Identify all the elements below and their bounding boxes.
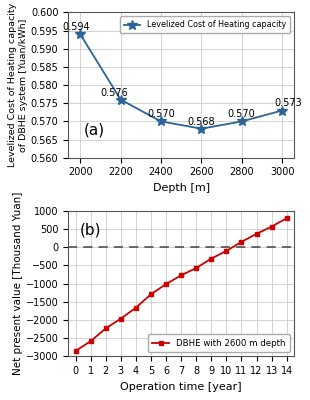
Text: 0.573: 0.573 — [274, 98, 302, 108]
Text: 0.568: 0.568 — [188, 116, 215, 126]
Line: Levelized Cost of Heating capacity: Levelized Cost of Heating capacity — [75, 29, 287, 134]
DBHE with 2600 m depth — [270, 224, 273, 229]
Legend: DBHE with 2600 m depth: DBHE with 2600 m depth — [148, 334, 290, 352]
DBHE with 2600 m depth — [119, 316, 123, 321]
Line: DBHE with 2600 m depth: DBHE with 2600 m depth — [73, 216, 289, 353]
DBHE with 2600 m depth — [210, 256, 213, 261]
Levelized Cost of Heating capacity — [159, 119, 163, 124]
Y-axis label: Levelized Cost of Heating capacity
of DBHE system [Yuan/kWh]: Levelized Cost of Heating capacity of DB… — [8, 3, 28, 167]
DBHE with 2600 m depth — [179, 273, 183, 278]
Text: 0.594: 0.594 — [62, 22, 90, 32]
DBHE with 2600 m depth — [104, 326, 108, 331]
DBHE with 2600 m depth — [194, 266, 198, 270]
DBHE with 2600 m depth — [134, 305, 138, 310]
Levelized Cost of Heating capacity — [200, 126, 203, 131]
Levelized Cost of Heating capacity — [280, 108, 284, 113]
DBHE with 2600 m depth — [255, 232, 259, 236]
DBHE with 2600 m depth — [89, 339, 93, 344]
Text: (b): (b) — [79, 222, 101, 238]
Text: (a): (a) — [84, 122, 105, 138]
Y-axis label: Net present value [Thousand Yuan]: Net present value [Thousand Yuan] — [13, 192, 23, 375]
DBHE with 2600 m depth — [224, 248, 228, 253]
DBHE with 2600 m depth — [164, 282, 168, 286]
DBHE with 2600 m depth — [149, 292, 153, 297]
Levelized Cost of Heating capacity — [119, 97, 122, 102]
Legend: Levelized Cost of Heating capacity: Levelized Cost of Heating capacity — [120, 16, 290, 34]
X-axis label: Operation time [year]: Operation time [year] — [120, 382, 242, 392]
DBHE with 2600 m depth — [240, 240, 243, 244]
Text: 0.570: 0.570 — [228, 109, 256, 119]
DBHE with 2600 m depth — [285, 216, 289, 221]
Text: 0.576: 0.576 — [101, 88, 128, 98]
Levelized Cost of Heating capacity — [78, 32, 82, 36]
Levelized Cost of Heating capacity — [240, 119, 244, 124]
X-axis label: Depth [m]: Depth [m] — [153, 183, 210, 193]
DBHE with 2600 m depth — [74, 348, 78, 353]
Text: 0.570: 0.570 — [147, 109, 175, 119]
